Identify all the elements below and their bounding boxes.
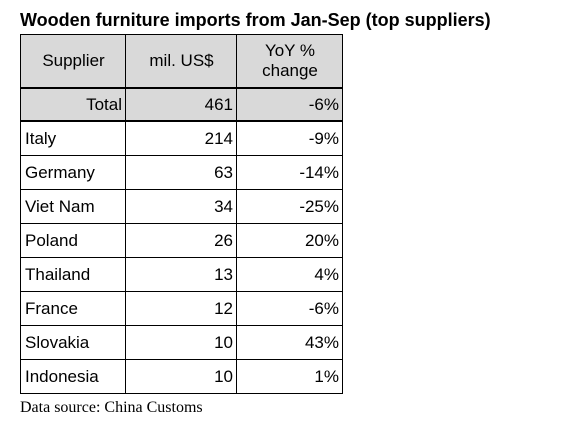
yoy-cell: 4% (236, 257, 343, 292)
supplier-cell: Thailand (20, 257, 126, 292)
table-row: France 12 -6% (20, 291, 343, 326)
header-supplier: Supplier (20, 34, 126, 89)
yoy-cell: -6% (236, 291, 343, 326)
supplier-cell: France (20, 291, 126, 326)
table-row: Germany 63 -14% (20, 155, 343, 190)
header-yoy: YoY % change (236, 34, 343, 89)
total-label: Total (20, 87, 126, 122)
header-value: mil. US$ (125, 34, 237, 89)
value-cell: 10 (125, 325, 237, 360)
data-source: Data source: China Customs (20, 399, 203, 416)
total-row: Total 461 -6% (20, 87, 343, 122)
supplier-cell: Germany (20, 155, 126, 190)
supplier-cell: Poland (20, 223, 126, 258)
table-row: Thailand 13 4% (20, 257, 343, 292)
yoy-cell: 1% (236, 359, 343, 394)
total-value: 461 (125, 87, 237, 122)
supplier-cell: Italy (20, 120, 126, 156)
supplier-cell: Indonesia (20, 359, 126, 394)
value-cell: 214 (125, 120, 237, 156)
value-cell: 34 (125, 189, 237, 224)
total-yoy: -6% (236, 87, 343, 122)
table-row: Indonesia 10 1% (20, 359, 343, 394)
supplier-cell: Viet Nam (20, 189, 126, 224)
table-row: Viet Nam 34 -25% (20, 189, 343, 224)
yoy-cell: 43% (236, 325, 343, 360)
header-row: Supplier mil. US$ YoY % change (20, 34, 343, 89)
table-row: Poland 26 20% (20, 223, 343, 258)
header-yoy-line2: change (262, 61, 318, 80)
table-row: Italy 214 -9% (20, 120, 343, 156)
header-yoy-line1: YoY % (264, 41, 316, 60)
value-cell: 12 (125, 291, 237, 326)
yoy-cell: -14% (236, 155, 343, 190)
yoy-cell: -9% (236, 120, 343, 156)
table-body: Total 461 -6% Italy 214 -9% Germany 63 -14% Vi… (20, 87, 343, 394)
yoy-cell: 20% (236, 223, 343, 258)
table-row: Slovakia 10 43% (20, 325, 343, 360)
value-cell: 10 (125, 359, 237, 394)
chart-title: Wooden furniture imports from Jan-Sep (t… (20, 10, 491, 30)
value-cell: 63 (125, 155, 237, 190)
value-cell: 26 (125, 223, 237, 258)
imports-table: Supplier mil. US$ YoY % change Total 461 … (20, 34, 343, 394)
supplier-cell: Slovakia (20, 325, 126, 360)
value-cell: 13 (125, 257, 237, 292)
yoy-cell: -25% (236, 189, 343, 224)
